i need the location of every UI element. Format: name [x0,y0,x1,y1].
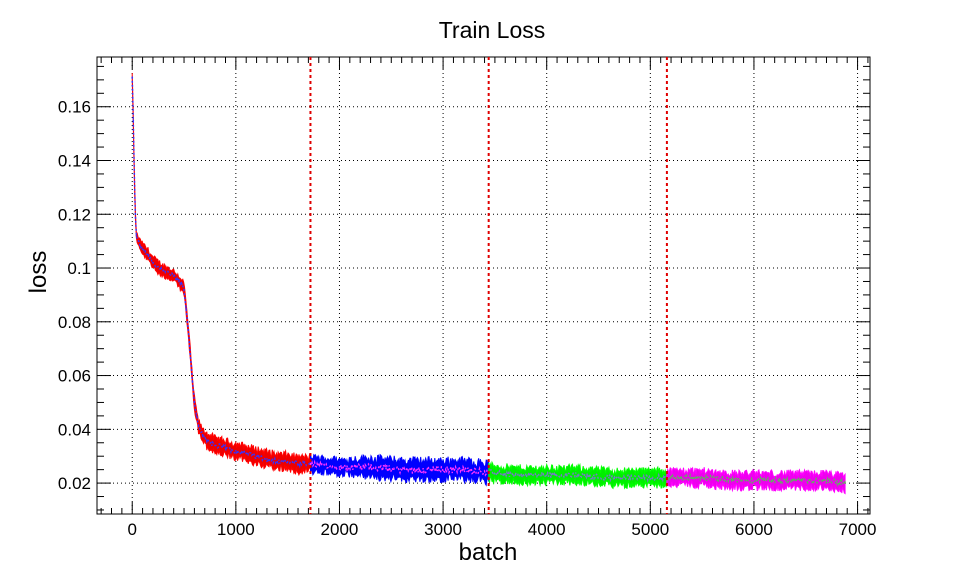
loss-point [639,476,641,479]
x-tick-label: 2000 [321,520,359,539]
loss-point [286,460,289,463]
loss-point [191,380,194,382]
x-tick-label: 4000 [528,520,566,539]
loss-mean-line [488,468,668,483]
loss-point [193,401,196,404]
loss-point [245,452,248,455]
x-axis-title: batch [459,539,518,566]
y-tick-label: 0.04 [58,420,91,439]
loss-point [152,261,154,264]
loss-point [197,425,200,428]
series-group [309,453,490,487]
loss-point [183,288,185,291]
loss-point [139,245,142,248]
y-tick-label: 0.14 [58,151,91,170]
loss-point [576,474,579,476]
loss-band [666,466,846,495]
axis-layer: 0 1000 2000 3000 4000 5000 6000 7000 0.02 0.04 0.0… [58,57,877,539]
x-tick-label: 3000 [424,520,462,539]
loss-point [201,433,204,436]
loss-point [189,353,192,355]
marker-layer [309,57,668,514]
loss-mean-line [131,76,311,469]
loss-point [131,76,134,78]
series-group [666,466,846,495]
loss-point [181,283,183,285]
loss-point [235,450,237,452]
loss-point [137,240,140,242]
loss-point [338,466,341,468]
loss-point [178,280,180,283]
loss-point [608,476,610,479]
x-tick-label: 1000 [217,520,255,539]
loss-point [135,234,138,237]
y-tick-label: 0.06 [58,367,91,386]
x-tick-label: 5000 [631,520,669,539]
loss-point [732,479,735,482]
loss-point [825,479,828,482]
y-tick-label: 0.1 [67,259,91,278]
y-tick-label: 0.08 [58,313,91,332]
loss-point [431,468,434,471]
loss-point [162,269,165,272]
loss-point [794,479,797,482]
loss-point [844,482,846,484]
x-tick-label: 7000 [839,520,877,539]
loss-point [266,458,268,460]
loss-point [255,455,258,458]
loss-mean-line [309,459,490,477]
x-tick-label: 0 [127,520,136,539]
loss-point [545,474,548,476]
y-tick-label: 0.12 [58,205,91,224]
loss-point [187,329,189,331]
loss-point [276,460,279,463]
series-layer [131,73,846,495]
loss-point [133,173,136,175]
loss-point [463,468,465,471]
loss-point [400,468,403,471]
plot-frame [96,56,871,515]
loss-point [146,253,149,256]
loss-point [206,439,208,441]
chart-title: Train Loss [439,17,546,43]
loss-point [134,213,137,216]
loss-point [214,444,216,447]
loss-point [514,474,517,476]
loss-point [701,476,703,479]
loss-point [224,447,227,449]
loss-point [132,119,135,121]
y-tick-label: 0.02 [58,474,91,493]
loss-point [172,275,175,277]
loss-point [141,248,144,251]
y-tick-label: 0.16 [58,98,91,117]
y-axis-title: loss [25,251,52,294]
loss-point [309,463,312,466]
loss-point [297,463,299,466]
loss-point [185,307,187,310]
loss-point [763,479,766,482]
loss-point [369,466,372,468]
loss-point [195,415,198,417]
x-tick-label: 6000 [735,520,773,539]
